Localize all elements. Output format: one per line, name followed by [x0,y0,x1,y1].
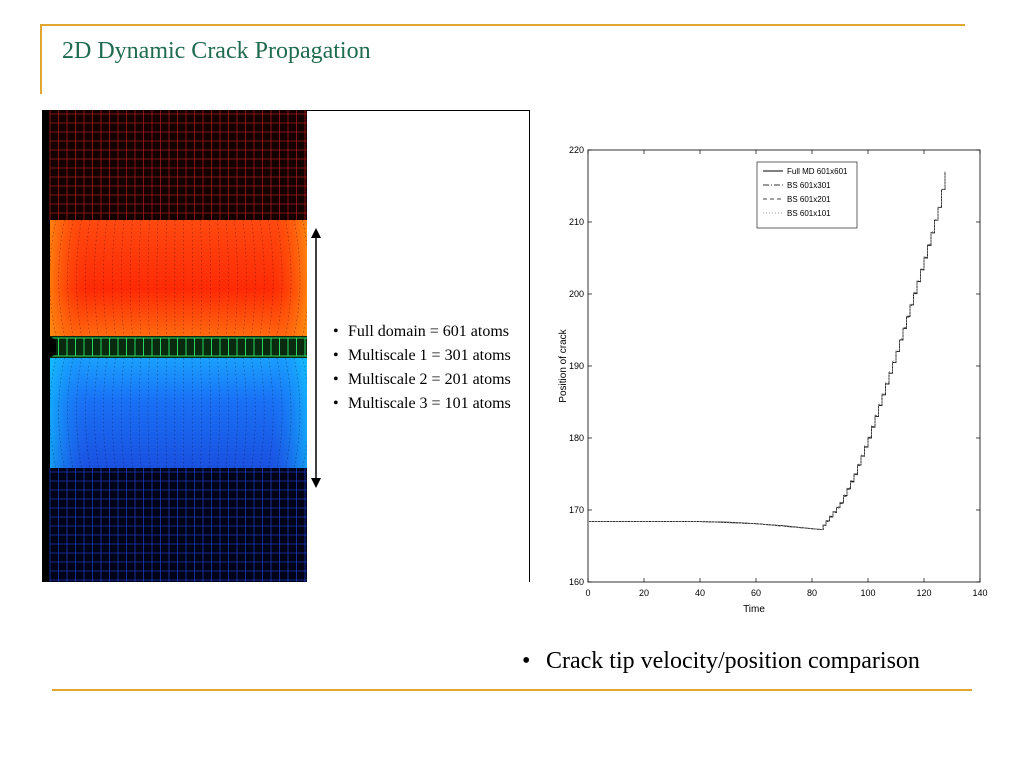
crack-notch [42,332,56,362]
x-tick-label: 120 [916,588,931,598]
legend-label: BS 601x301 [787,181,831,190]
x-tick-label: 100 [860,588,875,598]
list-item: • Multiscale 3 = 101 atoms [333,395,511,412]
y-tick-label: 160 [569,577,584,587]
slide-title: 2D Dynamic Crack Propagation [62,38,371,64]
y-tick-label: 210 [569,217,584,227]
series-line-2 [588,171,946,530]
list-item: • Full domain = 601 atoms [333,323,510,340]
crack-band [50,336,307,358]
y-tick-label: 200 [569,289,584,299]
panel-frame-top [307,110,530,111]
x-tick-label: 60 [751,588,761,598]
legend-label: Full MD 601x601 [787,167,848,176]
x-tick-label: 140 [972,588,987,598]
top-accent-rule [40,24,965,26]
x-tick-label: 20 [639,588,649,598]
x-axis-label: Time [743,604,765,615]
bottom-accent-rule [52,689,972,691]
y-tick-label: 170 [569,505,584,515]
series-line-3 [588,171,946,530]
left-accent-rule [40,24,42,94]
chart-legend [756,161,858,229]
atom-count-list: • Full domain = 601 atoms • Multiscale 1 =… [333,320,511,416]
legend-label: BS 601x101 [787,209,831,218]
top-mesh-region [50,110,307,220]
crack-position-chart: 0 20 40 60 80 100 120 140 160 170 180 190 200 210 220 T… [558,145,988,615]
y-axis-label: Position of crack [558,328,569,402]
list-item: • Multiscale 2 = 201 atoms [333,371,511,388]
list-item: • Multiscale 1 = 301 atoms [333,347,511,364]
crack-simulation-image [42,110,307,582]
conclusion-bullet: • Crack tip velocity/position comparison [522,648,920,674]
double-arrow-icon [311,228,321,488]
panel-frame-right [529,110,530,582]
x-tick-label: 80 [807,588,817,598]
x-tick-label: 0 [585,588,590,598]
bottom-mesh-region [50,468,307,582]
y-tick-label: 180 [569,433,584,443]
legend-label: BS 601x201 [787,195,831,204]
x-tick-label: 40 [695,588,705,598]
y-tick-label: 220 [569,145,584,155]
y-tick-label: 190 [569,361,584,371]
